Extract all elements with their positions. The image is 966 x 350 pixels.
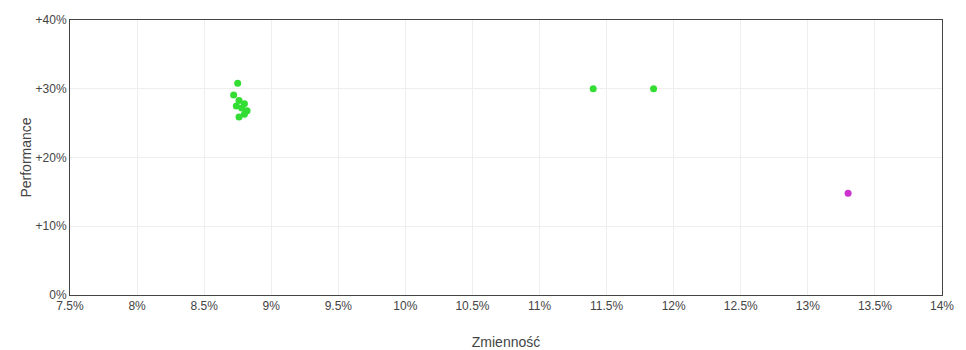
svg-text:13%: 13% <box>796 299 820 313</box>
svg-text:8.5%: 8.5% <box>190 299 218 313</box>
svg-text:8%: 8% <box>128 299 146 313</box>
svg-text:9.5%: 9.5% <box>325 299 353 313</box>
svg-text:+20%: +20% <box>36 151 67 165</box>
svg-text:Zmienność: Zmienność <box>472 334 540 350</box>
svg-text:10%: 10% <box>393 299 417 313</box>
svg-text:Performance: Performance <box>18 117 34 197</box>
svg-text:+40%: +40% <box>36 13 67 27</box>
svg-text:12%: 12% <box>662 299 686 313</box>
svg-text:13.5%: 13.5% <box>858 299 892 313</box>
svg-text:7.5%: 7.5% <box>56 299 84 313</box>
svg-text:0%: 0% <box>49 288 67 302</box>
svg-text:12.5%: 12.5% <box>724 299 758 313</box>
svg-text:+10%: +10% <box>36 219 67 233</box>
svg-text:11%: 11% <box>528 299 551 313</box>
svg-text:10.5%: 10.5% <box>455 299 489 313</box>
svg-text:+30%: +30% <box>36 82 67 96</box>
svg-text:11.5%: 11.5% <box>590 299 623 313</box>
svg-text:9%: 9% <box>263 299 281 313</box>
svg-text:14%: 14% <box>930 299 954 313</box>
